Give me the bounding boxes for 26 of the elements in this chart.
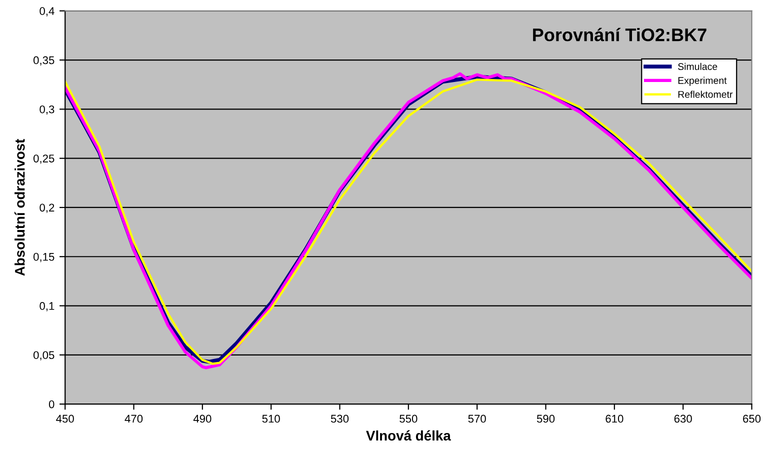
x-tick-label: 450 [56, 414, 74, 423]
y-tick-label: 0,2 [40, 204, 54, 213]
y-tick-label: 0,1 [40, 302, 54, 312]
x-tick-label: 550 [400, 414, 418, 423]
x-tick-label: 530 [330, 414, 349, 423]
x-tick-label: 510 [262, 414, 280, 423]
x-tick-label: 630 [674, 414, 692, 423]
x-axis-title: Vlnová délka [366, 430, 451, 441]
y-tick-label: 0,35 [33, 56, 54, 66]
legend-label: Simulace [678, 62, 718, 70]
x-tick-label: 470 [124, 414, 143, 423]
y-tick-label: 0,25 [33, 154, 54, 164]
y-tick-label: 0,3 [40, 105, 54, 115]
x-tick-label: 650 [743, 414, 761, 423]
y-axis-title: Absolutní odrazivost [14, 138, 25, 276]
legend-label: Experiment [678, 76, 727, 86]
y-tick-label: 0 [48, 400, 54, 408]
y-tick-label: 0,15 [33, 252, 54, 262]
legend-label: Reflektometr [678, 90, 733, 98]
x-tick-label: 490 [193, 414, 212, 423]
x-tick-label: 570 [468, 414, 486, 423]
y-tick-label: 0,05 [33, 351, 54, 360]
text: Porovnání TiO2:BK7 [533, 28, 706, 42]
x-tick-label: 590 [536, 414, 555, 423]
x-tick-label: 610 [606, 414, 624, 423]
y-tick-label: 0,4 [40, 7, 54, 16]
